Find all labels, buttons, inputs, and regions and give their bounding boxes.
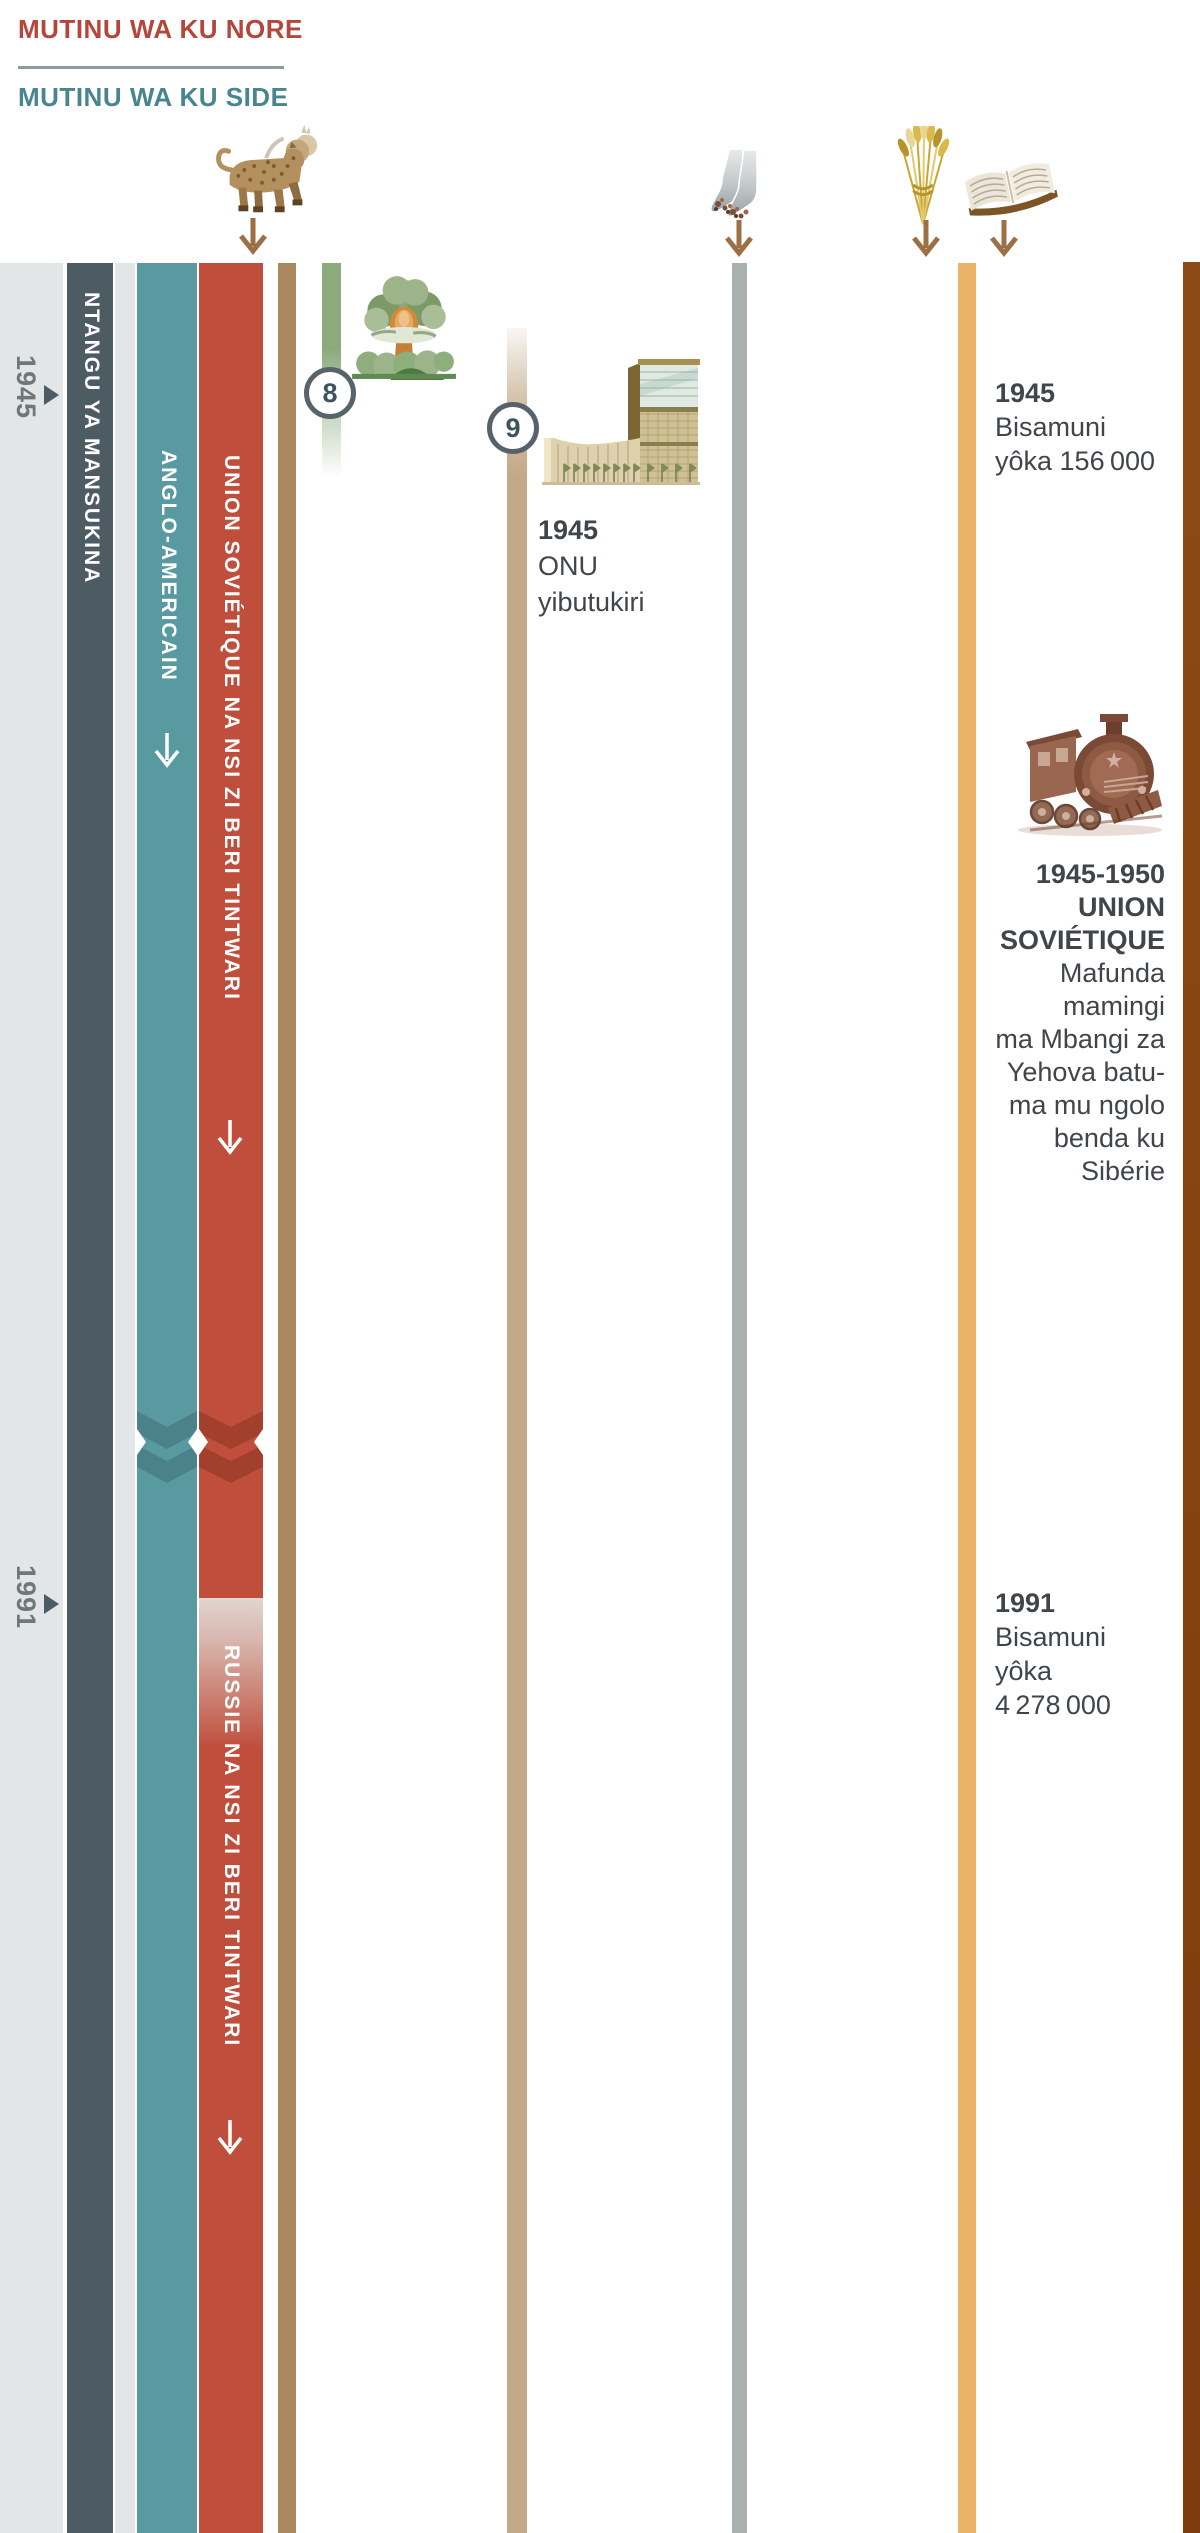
bar-statue-feet [732, 263, 747, 2533]
down-arrow-icon [911, 220, 941, 263]
down-arrow-icon [217, 1120, 243, 1161]
four-headed-leopard-beast-icon [205, 120, 323, 216]
timeline-axis [0, 263, 63, 2533]
steam-locomotive-icon [1012, 712, 1168, 838]
event-siberia-exile-bold1: UNION [1078, 892, 1165, 922]
reference-8-button[interactable]: 8 [304, 367, 356, 419]
event-publishers-1945-line2: yôka 156 000 [995, 446, 1156, 476]
un-headquarters-icon [528, 352, 704, 494]
bar-soviet-union [199, 263, 263, 2533]
event-siberia-exile-line4: Yehova batu- [1006, 1057, 1165, 1087]
event-siberia-exile-year: 1945-1950 [1035, 859, 1165, 889]
red-bar-transition-chevron [199, 1405, 263, 1498]
event-onu-line2: yibutukiri [538, 587, 645, 617]
open-bible-icon [956, 151, 1065, 234]
bar-leopard-beast [278, 263, 296, 2533]
down-arrow-icon [217, 2120, 243, 2161]
event-publishers-1945-year: 1945 [995, 378, 1056, 408]
reference-9-button[interactable]: 9 [487, 402, 539, 454]
king-of-north-title: MUTINU WA KU NORE [18, 14, 303, 44]
nuclear-explosion-icon [348, 272, 460, 380]
down-arrow-icon [989, 220, 1019, 263]
bar-united-nations [507, 328, 527, 2533]
event-onu-line1: ONU [538, 551, 598, 581]
year-marker-1945: 1945 [11, 355, 41, 420]
event-siberia-exile-bold2: SOVIÉTIQUE [999, 925, 1165, 955]
event-onu-year: 1945 [538, 515, 599, 545]
wheat-bundle-icon [894, 120, 952, 228]
down-arrow-icon [238, 218, 268, 261]
event-publishers-1945: 1945 Bisamuni yôka 156 000 [995, 376, 1155, 478]
bar-last-days [67, 263, 113, 2533]
bar-last-days-label: NTANGU YA MANSUKINA [80, 292, 103, 585]
bar-right-edge [1183, 262, 1200, 2533]
down-arrow-icon [724, 220, 754, 263]
event-publishers-1945-line1: Bisamuni [995, 412, 1107, 442]
event-siberia-exile-line1: Mafunda [1059, 958, 1165, 988]
event-siberia-exile-line6: benda ku [1053, 1123, 1165, 1153]
event-siberia-exile-line2: mamingi [1062, 991, 1165, 1021]
soviet-to-russia-fade [199, 1598, 263, 1748]
down-arrow-icon [154, 733, 180, 774]
year-marker-1945-triangle [44, 385, 59, 405]
event-publishers-1991-line1: Bisamuni [995, 1622, 1107, 1652]
event-siberia-exile: 1945-1950 UNION SOVIÉTIQUE Mafunda mamin… [985, 858, 1165, 1188]
bar-anglo-american [137, 263, 197, 2533]
bar-preaching-work [958, 263, 976, 2533]
year-marker-1991-triangle [44, 1594, 59, 1614]
bar-russia-label: RUSSIE NA NSI ZI BERI TINTWARI [220, 1645, 243, 2048]
event-siberia-exile-line7: Sibérie [1080, 1156, 1165, 1186]
year-marker-1991: 1991 [11, 1565, 41, 1630]
bar-soviet-union-label: UNION SOVIÉTIQUE NA NSI ZI BERI TINTWARI [220, 455, 243, 1001]
event-publishers-1991-line2: yôka [995, 1656, 1053, 1686]
event-publishers-1991-year: 1991 [995, 1588, 1056, 1618]
teal-bar-transition-chevron [137, 1405, 197, 1498]
event-publishers-1991: 1991 Bisamuni yôka 4 278 000 [995, 1586, 1111, 1722]
king-of-south-title: MUTINU WA KU SIDE [18, 82, 289, 112]
axis-gap-strip [115, 263, 135, 2533]
event-siberia-exile-line5: ma mu ngolo [1008, 1090, 1165, 1120]
title-divider [18, 66, 284, 69]
event-siberia-exile-line3: ma Mbangi za [995, 1024, 1165, 1054]
statue-feet-iron-clay-icon [706, 148, 774, 230]
event-onu-founded: 1945 ONU yibutukiri [538, 512, 645, 620]
event-publishers-1991-line3: 4 278 000 [995, 1690, 1111, 1720]
bar-anglo-american-label: ANGLO-AMERICAIN [157, 450, 180, 682]
